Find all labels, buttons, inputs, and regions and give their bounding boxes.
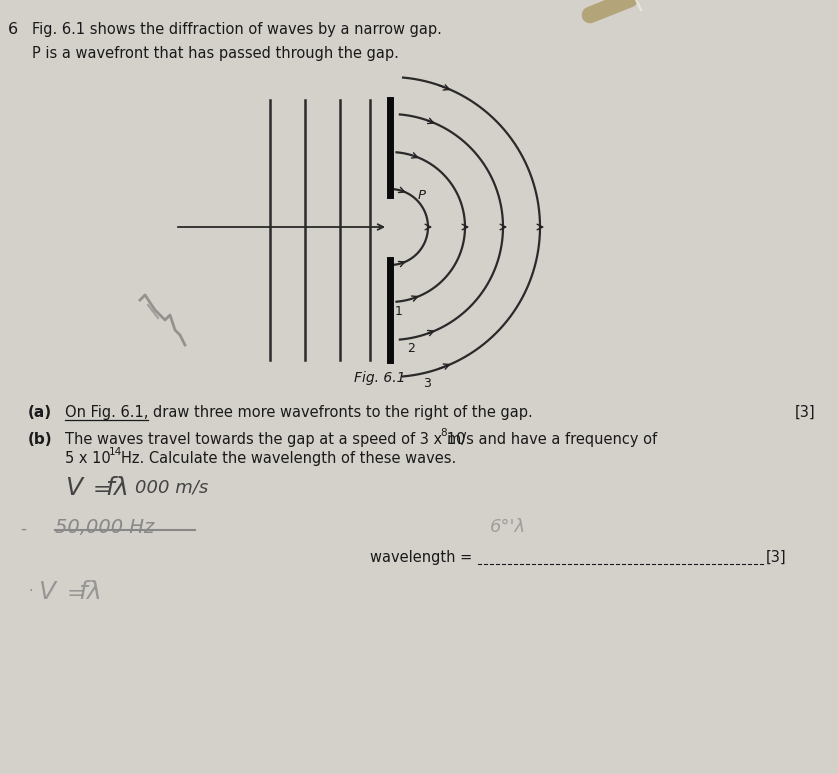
Text: (b): (b) bbox=[28, 432, 53, 447]
Text: 6: 6 bbox=[8, 22, 18, 37]
Text: 000 m/s: 000 m/s bbox=[135, 478, 209, 496]
Text: P: P bbox=[417, 190, 426, 202]
Text: -: - bbox=[20, 520, 26, 538]
Text: 3: 3 bbox=[423, 377, 431, 390]
Text: 5 x 10: 5 x 10 bbox=[65, 451, 111, 466]
Text: 6°'λ: 6°'λ bbox=[490, 518, 526, 536]
Text: The waves travel towards the gap at a speed of 3 x 10: The waves travel towards the gap at a sp… bbox=[65, 432, 465, 447]
Text: P is a wavefront that has passed through the gap.: P is a wavefront that has passed through… bbox=[32, 46, 399, 61]
Text: Hz. Calculate the wavelength of these waves.: Hz. Calculate the wavelength of these wa… bbox=[121, 451, 456, 466]
Text: Fig. 6.1 shows the diffraction of waves by a narrow gap.: Fig. 6.1 shows the diffraction of waves … bbox=[32, 22, 442, 37]
Text: (a): (a) bbox=[28, 405, 52, 420]
Text: $V$: $V$ bbox=[38, 580, 59, 604]
Text: $=$: $=$ bbox=[88, 478, 111, 498]
Text: wavelength =: wavelength = bbox=[370, 550, 477, 565]
Text: 50,000 Hz: 50,000 Hz bbox=[55, 518, 154, 537]
Text: 8: 8 bbox=[440, 428, 447, 438]
Text: [3]: [3] bbox=[795, 405, 815, 420]
Text: $V$: $V$ bbox=[65, 476, 85, 500]
Text: $f\lambda$: $f\lambda$ bbox=[105, 476, 128, 500]
Text: On Fig. 6.1, draw three more wavefronts to the right of the gap.: On Fig. 6.1, draw three more wavefronts … bbox=[65, 405, 533, 420]
Text: 14: 14 bbox=[109, 447, 122, 457]
Text: Fig. 6.1: Fig. 6.1 bbox=[354, 371, 406, 385]
Text: $=$: $=$ bbox=[62, 582, 85, 602]
Text: m/s and have a frequency of: m/s and have a frequency of bbox=[447, 432, 657, 447]
Text: 2: 2 bbox=[407, 342, 416, 354]
Text: [3]: [3] bbox=[766, 550, 787, 565]
Text: .: . bbox=[28, 580, 33, 594]
Text: $f\lambda$: $f\lambda$ bbox=[78, 580, 101, 604]
Text: 1: 1 bbox=[395, 305, 402, 318]
